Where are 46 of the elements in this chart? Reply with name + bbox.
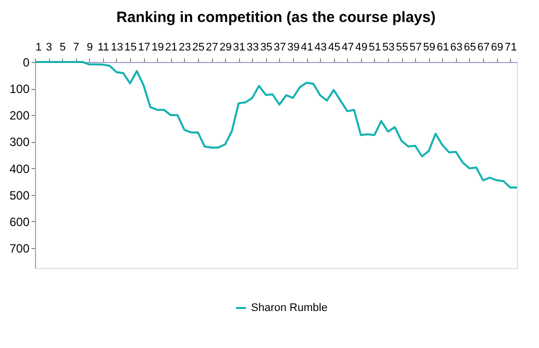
- chart-title: Ranking in competition (as the course plays): [116, 9, 436, 26]
- y-tick-label: 500: [9, 188, 30, 202]
- x-tick-label: 43: [314, 42, 327, 54]
- x-tick-label: 31: [233, 42, 246, 54]
- y-tick-label: 700: [9, 242, 30, 256]
- x-tick-label: 45: [328, 42, 340, 54]
- x-tick-label: 71: [504, 42, 517, 54]
- x-tick-label: 27: [206, 42, 218, 54]
- x-tick-label: 53: [382, 42, 395, 54]
- x-tick-label: 3: [46, 42, 52, 54]
- x-tick-label: 25: [192, 42, 205, 54]
- x-tick-label: 51: [368, 42, 382, 54]
- x-tick-label: 35: [260, 42, 272, 54]
- y-tick-label: 400: [9, 162, 30, 176]
- x-tick-label: 1: [36, 42, 42, 54]
- x-tick-label: 21: [165, 42, 178, 54]
- x-tick-label: 59: [423, 42, 436, 54]
- x-tick-label: 37: [274, 42, 286, 54]
- x-tick-label: 5: [60, 42, 66, 54]
- x-tick-label: 23: [178, 42, 191, 54]
- y-tick-label: 300: [9, 135, 30, 150]
- x-tick-label: 17: [138, 42, 150, 54]
- x-tick-label: 33: [246, 42, 259, 54]
- x-tick-label: 47: [342, 42, 354, 54]
- y-tick-label: 0: [22, 56, 30, 70]
- x-tick-label: 49: [355, 42, 368, 54]
- x-tick-label: 55: [396, 42, 408, 54]
- x-tick-label: 61: [436, 42, 449, 54]
- x-tick-label: 9: [86, 42, 93, 54]
- x-tick-label: 63: [450, 42, 463, 54]
- x-tick-label: 19: [152, 42, 164, 54]
- x-tick-label: 15: [124, 42, 137, 54]
- y-tick-label: 100: [9, 82, 30, 96]
- x-tick-label: 57: [410, 42, 422, 54]
- x-tick-label: 67: [477, 42, 490, 54]
- x-tick-label: 29: [219, 42, 232, 54]
- x-tick-label: 69: [491, 42, 504, 54]
- x-tick-label: 41: [300, 42, 314, 54]
- legend-label: Sharon Rumble: [251, 302, 328, 314]
- x-tick-label: 65: [464, 42, 476, 54]
- y-tick-label: 600: [9, 214, 30, 229]
- x-tick-label: 7: [73, 42, 80, 54]
- x-tick-label: 11: [98, 42, 110, 54]
- x-tick-label: 13: [110, 42, 124, 54]
- x-tick-label: 39: [287, 42, 300, 54]
- y-tick-label: 200: [9, 108, 30, 123]
